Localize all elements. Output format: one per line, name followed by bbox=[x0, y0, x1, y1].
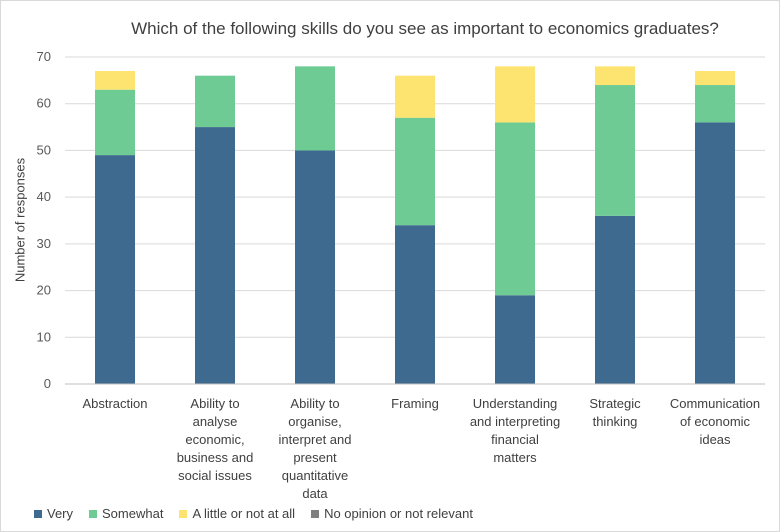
legend-label: Somewhat bbox=[102, 506, 164, 521]
y-tick-label: 50 bbox=[37, 142, 51, 157]
legend-label: Very bbox=[47, 506, 74, 521]
x-category-label: Understanding and interpreting financial… bbox=[469, 396, 561, 465]
legend-item: Somewhat bbox=[89, 506, 163, 521]
chart-title: Which of the following skills do you see… bbox=[131, 19, 719, 38]
bar-segment-somewhat bbox=[595, 85, 635, 216]
x-category-label: Communication of economic ideas bbox=[669, 396, 761, 447]
legend-swatch bbox=[311, 509, 320, 518]
bar-segment-a-little-or-not-at-all bbox=[95, 71, 135, 90]
bar-segment-very bbox=[695, 122, 735, 385]
bar-segment-a-little-or-not-at-all bbox=[395, 75, 435, 118]
bar-segment-very bbox=[295, 150, 335, 384]
y-tick-label: 40 bbox=[37, 189, 51, 204]
y-tick-label: 60 bbox=[37, 96, 51, 111]
legend-item: A little or not at all bbox=[179, 506, 295, 521]
legend-swatch bbox=[89, 509, 98, 518]
bar-segment-very bbox=[595, 215, 635, 384]
y-tick-label: 30 bbox=[37, 236, 51, 251]
x-category-label: Strategic thinking bbox=[589, 396, 641, 429]
bar-segment-very bbox=[195, 127, 235, 385]
bar-segment-very bbox=[95, 155, 135, 384]
bar-segment-a-little-or-not-at-all bbox=[695, 71, 735, 86]
legend-label: A little or not at all bbox=[192, 506, 296, 521]
bar-segment-somewhat bbox=[395, 117, 435, 226]
legend-swatch bbox=[34, 509, 42, 518]
legend-item: No opinion or not relevant bbox=[311, 506, 473, 521]
bar-segment-somewhat bbox=[695, 85, 735, 123]
x-category-label: Ability to analyse economic, business an… bbox=[176, 396, 254, 483]
bar-segment-a-little-or-not-at-all bbox=[595, 66, 635, 86]
x-category-label: Abstraction bbox=[82, 396, 148, 411]
x-category-label: Ability to organise, interpret and prese… bbox=[278, 396, 352, 501]
legend-swatch bbox=[179, 509, 188, 518]
y-tick-label: 10 bbox=[37, 329, 51, 344]
bar-segment-a-little-or-not-at-all bbox=[495, 66, 535, 123]
y-tick-label: 0 bbox=[44, 376, 51, 391]
bar-segment-very bbox=[495, 295, 535, 384]
bar-segment-somewhat bbox=[95, 89, 135, 156]
bar-segment-somewhat bbox=[195, 75, 235, 128]
x-category-label: Framing bbox=[391, 396, 439, 411]
bar-segment-somewhat bbox=[295, 66, 335, 151]
y-tick-label: 70 bbox=[37, 49, 51, 64]
bar-segment-somewhat bbox=[495, 122, 535, 296]
bar-segment-very bbox=[395, 225, 435, 384]
legend-item: Very bbox=[34, 506, 73, 521]
legend: Very Somewhat A little or not at all No opi… bbox=[34, 506, 489, 521]
legend-label: No opinion or not relevant bbox=[324, 506, 473, 521]
y-tick-label: 20 bbox=[37, 283, 51, 298]
